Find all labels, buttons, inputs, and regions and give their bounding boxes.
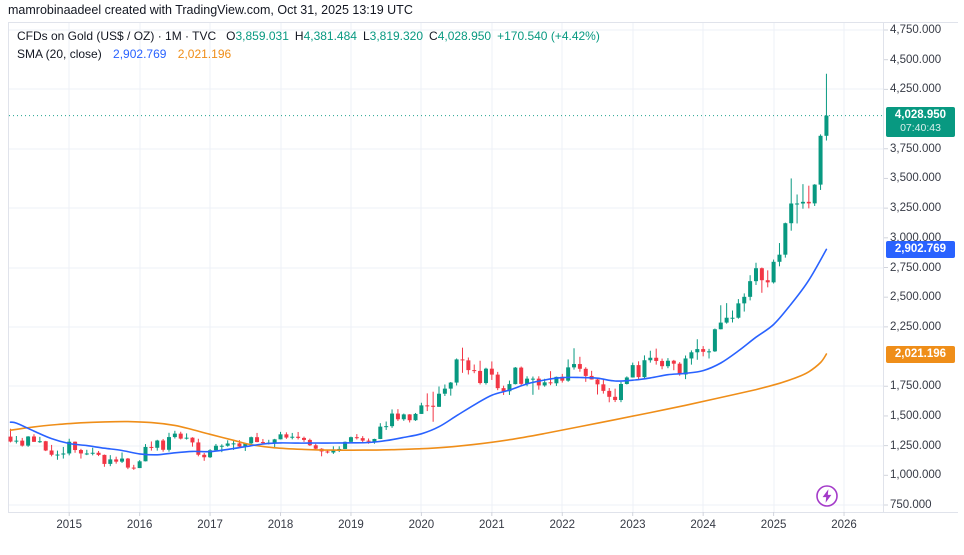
price-axis-label: 3,250.000 [890,202,942,215]
last-price-badge: 4,028.950 07:40:43 [886,106,955,137]
candles-layer [8,73,829,470]
price-axis-label: 4,250.000 [890,83,942,96]
sma-fast-value: 2,902.769 [113,47,167,61]
legend-symbol-row[interactable]: CFDs on Gold (US$ / OZ) · 1M · TVC O3,859… [17,27,600,45]
sma-fast-line [9,248,828,456]
legend: CFDs on Gold (US$ / OZ) · 1M · TVC O3,859… [17,27,600,63]
ohlc-values: O3,859.031 H4,381.484 L3,819.320 C4,028.950… [220,29,600,43]
price-axis-label: 1,000.000 [890,469,942,482]
time-axis-label: 2024 [690,519,716,531]
price-axis-label: 1,750.000 [890,380,942,393]
price-axis-label: 2,750.000 [890,261,942,274]
time-axis-label: 2020 [408,519,435,531]
symbol-title[interactable]: CFDs on Gold (US$ / OZ) · 1M · TVC [17,29,217,43]
time-axis-label: 2015 [56,519,82,531]
bar-close-countdown: 07:40:43 [900,122,941,135]
time-axis-label: 2023 [619,519,646,531]
price-axis-label: 3,000.000 [890,231,942,244]
sma-slow-value: 2,021.196 [177,47,232,61]
price-axis-label: 1,250.000 [890,439,942,452]
ohlc-pair: H4,381.484 [294,29,357,43]
time-axis-label: 2025 [760,519,787,531]
sma-slow-line [9,353,828,452]
time-axis-label: 2022 [549,519,576,531]
price-axis-label: 2,500.000 [890,291,942,304]
sma-indicator-label: SMA (20, close) [17,47,102,61]
price-axis-label: 2,250.000 [890,320,942,333]
time-axis-label: 2017 [197,519,223,531]
ohlc-pair: L3,819.320 [362,29,424,43]
price-axis-label: 4,750.000 [890,24,942,36]
price-axis-label: 750.000 [890,499,932,511]
time-axis-label: 2016 [126,519,153,531]
time-axis-label: 2021 [479,519,505,531]
price-axis-label: 3,500.000 [890,172,942,185]
lightning-bolt-icon [816,485,838,507]
time-axis-label: 2019 [338,519,364,531]
legend-sma-row[interactable]: SMA (20, close) 2,902.769 2,021.196 [17,45,600,63]
chart-border [8,22,958,513]
ohlc-pair: C4,028.950 [429,29,492,43]
axis-ticks [68,29,888,516]
sma-fast-badge: 2,902.769 [886,240,955,258]
change-value: +170.540 (+4.42%) [497,29,600,43]
price-axis-label: 3,750.000 [890,142,942,155]
attribution-text: mamrobinaadeel created with TradingView.… [8,3,413,17]
sma-slow-badge: 2,021.196 [886,345,955,363]
time-axis-label: 2026 [831,519,857,531]
price-axis-label: 4,500.000 [890,53,942,66]
time-axis-label: 2018 [267,519,294,531]
last-price-value: 4,028.950 [894,109,947,122]
grid-layer [9,22,884,512]
price-axis-label: 1,500.000 [890,409,942,422]
ohlc-pair: O3,859.031 [226,29,289,43]
